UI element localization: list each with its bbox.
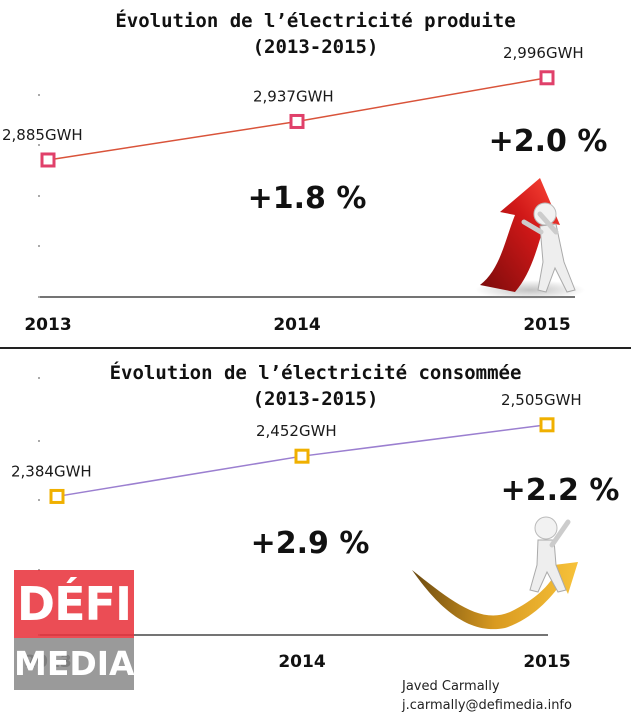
data-point-2015: [539, 70, 555, 86]
data-point-2015: [539, 417, 555, 433]
value-label-2014: 2,937GWH: [253, 87, 334, 105]
logo-bottom-text: MEDIA: [14, 638, 135, 690]
figure-gold-arrow-illustration: [412, 516, 578, 630]
value-label-2013: 2,885GWH: [2, 126, 83, 144]
figure-arm-2: [549, 519, 571, 548]
defimedia-logo: DÉFI MEDIA: [14, 570, 135, 690]
value-label-2015: 2,996GWH: [503, 44, 584, 62]
chart1-title-text: Évolution de l’électricité produite: [115, 10, 516, 32]
year-label-2014: 2014: [278, 652, 325, 672]
logo-top-text: DÉFI: [14, 570, 134, 638]
data-point-2014: [289, 113, 305, 129]
figure-body-2: [529, 539, 567, 593]
author-email: j.carmally@defimedia.info: [402, 698, 572, 713]
chart2-subtitle: (2013-2015): [252, 388, 379, 410]
value-label-2013: 2,384GWH: [11, 462, 92, 480]
growth-label-1: +2.0 %: [489, 124, 608, 159]
year-label-2015: 2015: [523, 315, 570, 335]
chart1-subtitle: (2013-2015): [252, 36, 379, 58]
data-point-2013: [40, 152, 56, 168]
growth-label-0: +2.9 %: [251, 526, 370, 561]
author-credit: Javed Carmally j.carmally@defimedia.info: [402, 677, 572, 715]
data-point-2014: [294, 448, 310, 464]
figure-arms: [521, 211, 559, 235]
growth-label-0: +1.8 %: [248, 181, 367, 216]
gold-arrow-icon: [412, 562, 578, 630]
chart1-title: Évolution de l’électricité produite (201…: [0, 8, 631, 60]
value-label-2014: 2,452GWH: [256, 422, 337, 440]
year-label-2013: 2013: [24, 315, 71, 335]
figure-red-arrow-illustration: [475, 178, 585, 300]
chart2-title-text: Évolution de l’électricité consommée: [109, 362, 522, 384]
value-label-2015: 2,505GWH: [501, 391, 582, 409]
figure-body: [537, 223, 576, 293]
data-point-2013: [49, 488, 65, 504]
chart2-title: Évolution de l’électricité consommée (20…: [0, 360, 631, 412]
chart-produced: 2,885GWH 2013 2,937GWH 2014 2,996GWH 2015 +1.8…: [2, 44, 607, 335]
growth-label-1: +2.2 %: [501, 473, 620, 508]
year-label-2014: 2014: [273, 315, 320, 335]
section-divider: [0, 347, 631, 349]
year-label-2015: 2015: [523, 652, 570, 672]
author-name: Javed Carmally: [402, 679, 500, 694]
figure-head-2: [534, 516, 558, 540]
